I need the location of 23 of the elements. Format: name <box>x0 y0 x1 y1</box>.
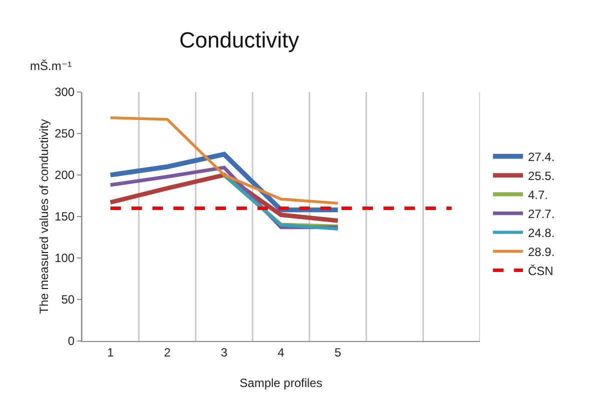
x-tick-label: 5 <box>334 345 342 360</box>
y-tick-label: 50 <box>61 292 75 307</box>
y-tick-label: 250 <box>54 126 75 141</box>
y-tick-label: 300 <box>54 85 75 100</box>
legend-label: 27.7. <box>528 206 555 221</box>
chart-title: Conductivity <box>179 27 300 52</box>
legend-label: 24.8. <box>528 226 555 240</box>
y-tick-label: 150 <box>54 210 75 224</box>
y-axis-title: The measured values of conductivity <box>37 119 51 314</box>
x-tick-label: 4 <box>278 345 285 360</box>
y-tick-label: 0 <box>68 334 75 348</box>
legend-label: 25.5. <box>528 168 555 183</box>
x-tick-label: 3 <box>220 345 228 360</box>
legend-label: 4.7. <box>528 188 548 202</box>
x-axis-title: Sample profiles <box>240 376 322 390</box>
legend-label: 27.4. <box>528 150 555 164</box>
y-tick-label: 200 <box>54 168 75 182</box>
legend-label: 28.9. <box>528 244 555 259</box>
y-tick-label: 100 <box>54 251 75 266</box>
legend-label: ČSN <box>528 264 554 278</box>
x-tick-label: 2 <box>164 345 171 360</box>
text: mŠ.m⁻¹ <box>30 59 72 73</box>
x-tick-label: 1 <box>107 345 114 360</box>
